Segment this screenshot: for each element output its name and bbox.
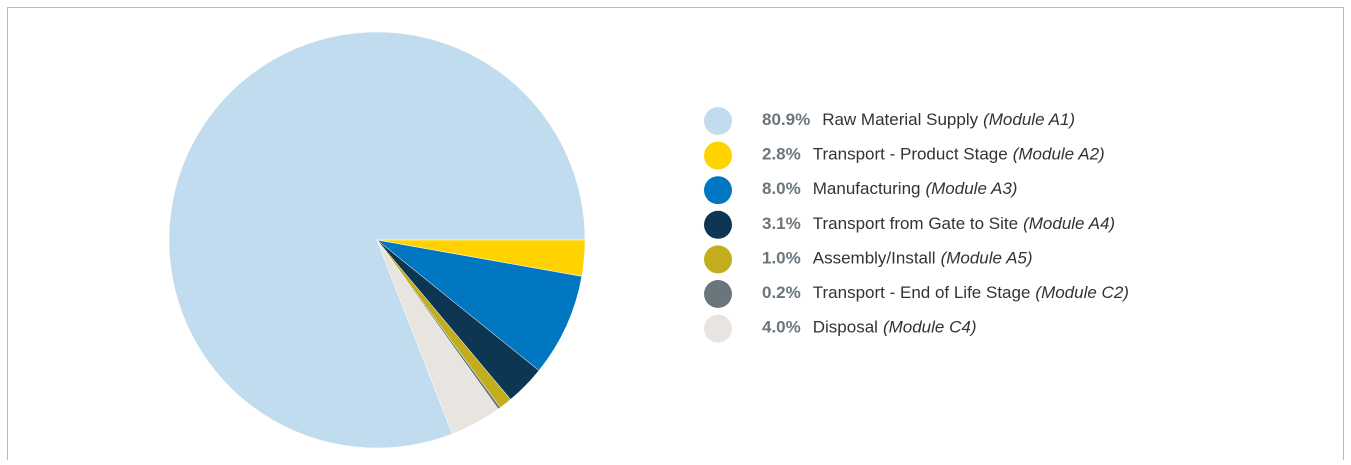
legend-entry: 3.1% Transport from Gate to Site (Module A…	[762, 214, 1115, 233]
legend-value: 1.0%	[762, 249, 801, 268]
pie-slice	[376, 239, 583, 371]
legend-entry: 2.8% Transport - Product Stage (Module A2)	[762, 145, 1105, 164]
legend-value: 80.9%	[762, 110, 810, 129]
legend-marker	[704, 107, 732, 135]
legend-module: (Module C2)	[1035, 283, 1129, 302]
legend-value: 0.2%	[762, 283, 801, 302]
legend-label: Assembly/Install	[813, 249, 936, 268]
legend-marker	[704, 314, 732, 343]
legend-entry: 8.0% Manufacturing (Module A3)	[762, 180, 1017, 199]
legend-entry: 4.0% Disposal (Module C4)	[762, 318, 977, 337]
legend-label: Transport - End of Life Stage	[813, 283, 1031, 302]
legend-label: Disposal	[813, 318, 878, 337]
frame	[7, 7, 1344, 460]
legend-entry: 0.2% Transport - End of Life Stage (Module…	[762, 283, 1129, 302]
legend-module: (Module A2)	[1013, 145, 1105, 164]
legend-value: 3.1%	[762, 214, 801, 233]
legend-entry: 1.0% Assembly/Install (Module A5)	[762, 249, 1033, 268]
legend-marker	[704, 210, 732, 239]
legend-value: 8.0%	[762, 180, 801, 199]
legend-label: Transport - Product Stage	[813, 145, 1008, 164]
legend-module: (Module A4)	[1023, 214, 1115, 233]
legend-module: (Module A3)	[925, 180, 1017, 199]
legend-label: Raw Material Supply	[822, 110, 978, 129]
legend-value: 2.8%	[762, 145, 801, 164]
legend-module: (Module A5)	[941, 249, 1033, 268]
legend-label: Transport from Gate to Site	[813, 214, 1018, 233]
legend-module: (Module A1)	[983, 110, 1075, 129]
legend-value: 4.0%	[762, 318, 801, 337]
legend-marker	[704, 280, 732, 308]
pie-slice	[376, 239, 499, 435]
legend-marker	[704, 245, 732, 274]
legend-marker	[704, 141, 732, 170]
legend-marker	[704, 176, 732, 205]
legend-module: (Module C4)	[883, 318, 977, 337]
legend-entry: 80.9% Raw Material Supply (Module A1)	[762, 110, 1075, 129]
legend-label: Manufacturing	[813, 180, 921, 199]
